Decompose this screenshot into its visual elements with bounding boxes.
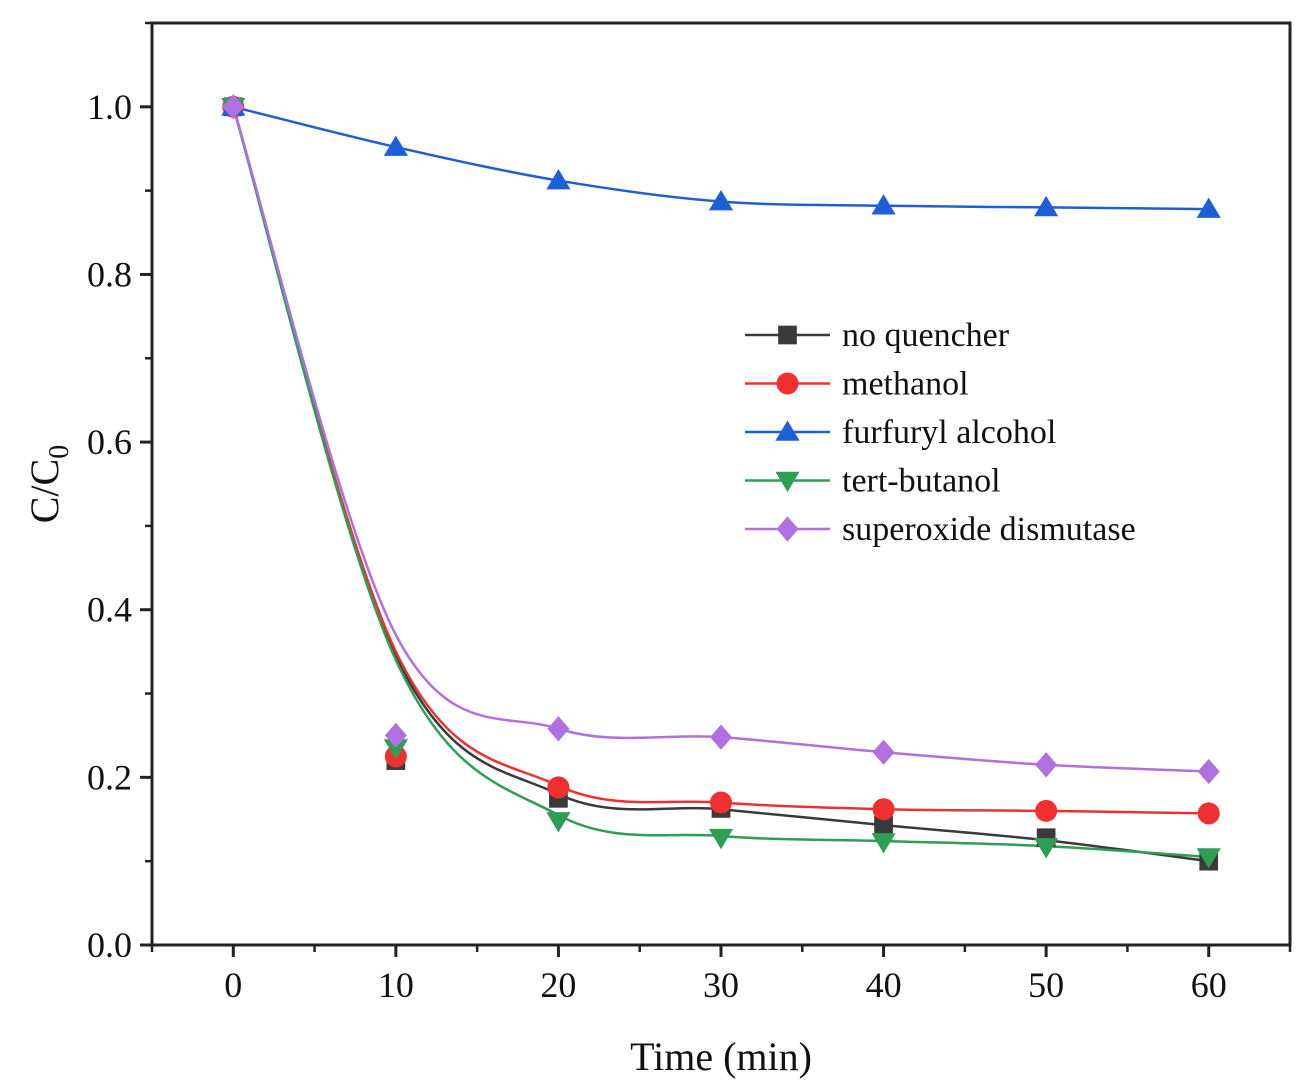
- legend-marker: [775, 420, 800, 441]
- data-point: [871, 833, 896, 854]
- legend-label: no quencher: [842, 317, 1010, 354]
- data-point: [546, 169, 571, 190]
- legend-label: methanol: [842, 366, 969, 403]
- data-point: [383, 135, 408, 156]
- data-point: [1196, 197, 1221, 218]
- y-tick-label: 0.0: [87, 925, 132, 965]
- y-tick-label: 0.8: [87, 254, 132, 294]
- series-line: [232, 106, 1209, 773]
- data-point: [708, 828, 734, 850]
- series-layer: [221, 94, 1221, 871]
- legend-marker: [776, 372, 799, 395]
- data-point: [546, 812, 571, 833]
- legend: no quencher methanol furfuryl alcohol tert-…: [745, 317, 1136, 548]
- data-point: [872, 739, 895, 765]
- y-tick-label: 0.4: [87, 590, 132, 630]
- x-axis-title: Time (min): [630, 1034, 812, 1079]
- data-point: [710, 724, 732, 750]
- series-line: [232, 106, 1209, 859]
- y-tick-label: 0.2: [87, 757, 132, 797]
- data-point: [1035, 799, 1058, 822]
- data-point: [708, 189, 734, 211]
- legend-marker: [778, 325, 797, 345]
- data-point: [222, 94, 245, 120]
- data-point: [547, 776, 570, 799]
- legend-marker: [775, 471, 800, 493]
- legend-marker: [776, 516, 799, 542]
- x-tick-label: 50: [1028, 965, 1064, 1005]
- legend-label: tert-butanol: [842, 463, 1001, 500]
- data-point: [384, 722, 407, 749]
- data-point: [1034, 838, 1059, 859]
- data-point: [1197, 802, 1220, 825]
- x-tick-label: 0: [224, 965, 242, 1005]
- data-point: [547, 716, 570, 742]
- data-point: [710, 791, 732, 814]
- data-point: [871, 194, 896, 215]
- data-point: [1034, 195, 1059, 217]
- series-line: [232, 106, 1209, 815]
- data-point: [1035, 752, 1058, 778]
- data-point: [1197, 758, 1220, 785]
- data-point: [1196, 848, 1221, 869]
- y-axis-title-main: C/C: [22, 459, 67, 523]
- data-point: [872, 798, 895, 821]
- data-point: [383, 739, 408, 760]
- y-axis-title-subscript: 0: [44, 445, 75, 459]
- x-tick-label: 60: [1191, 965, 1227, 1005]
- x-tick-label: 40: [866, 965, 902, 1005]
- legend-label: superoxide dismutase: [842, 511, 1136, 548]
- x-tick-label: 10: [378, 965, 414, 1005]
- data-point: [874, 815, 893, 835]
- axis-layer: 0 10 20 30 40 50 60 0.0 0.2 0.4 0.6 0.8 1.0: [87, 21, 1292, 1005]
- x-tick-label: 30: [703, 965, 739, 1005]
- y-axis-title: C/C0: [22, 445, 75, 523]
- legend-label: furfuryl alcohol: [842, 414, 1056, 451]
- x-tick-label: 20: [540, 965, 576, 1005]
- y-tick-label: 1.0: [87, 87, 132, 127]
- y-tick-label: 0.6: [87, 422, 132, 462]
